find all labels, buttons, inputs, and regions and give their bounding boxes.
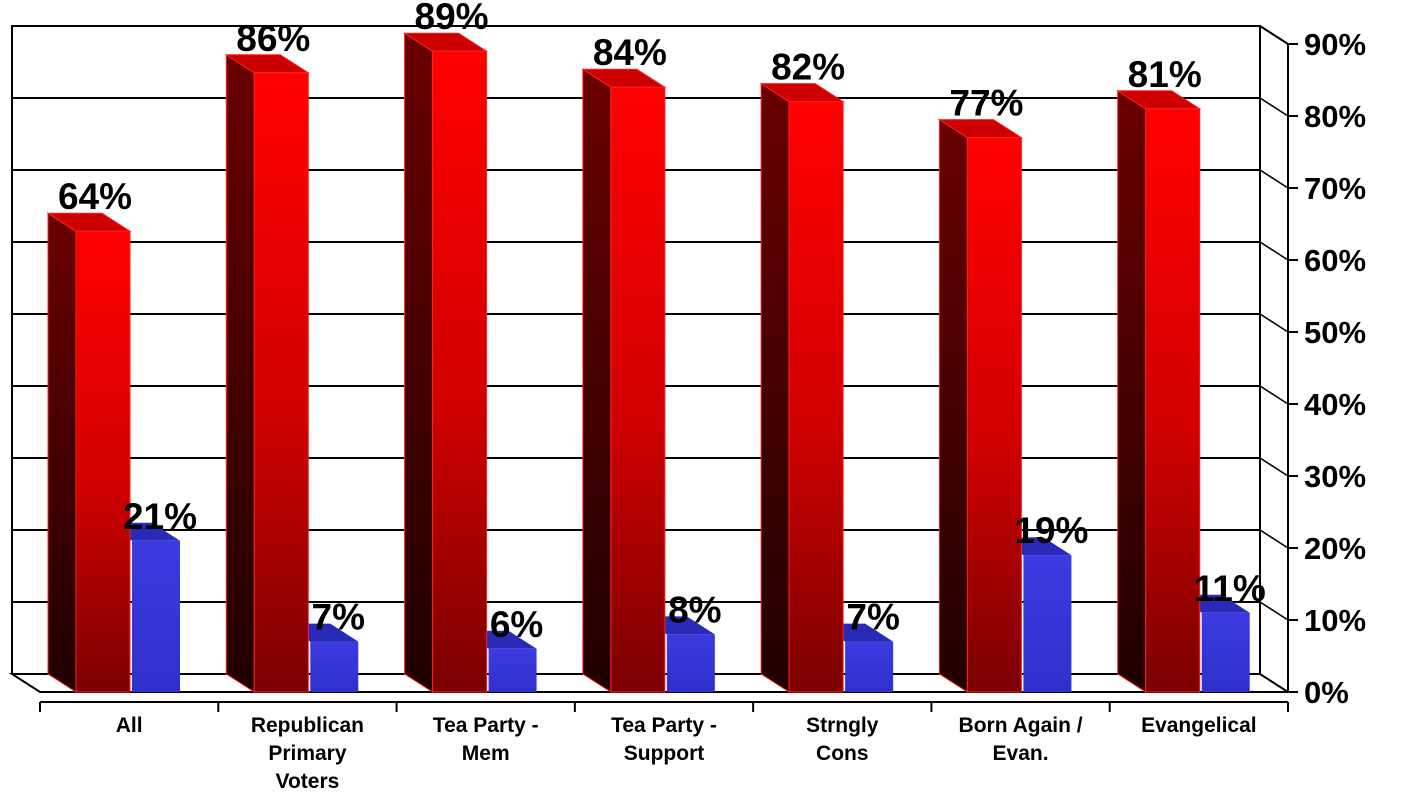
- value-label-series-2: 11%: [1194, 568, 1266, 609]
- bar-series-1: [402, 32, 489, 693]
- value-label-series-2: 8%: [668, 589, 721, 630]
- bar-series-1-side: [938, 118, 968, 693]
- bar-series-2: [995, 537, 1072, 692]
- value-label-series-1: 82%: [771, 47, 845, 88]
- value-labels: 64% 21% 86% 7% 89% 6% 84% 8% 82% 7% 77% 19% 81% 11%: [58, 0, 1266, 645]
- bar-series-1-side: [1117, 89, 1147, 693]
- y-tick-label: 90%: [1304, 27, 1366, 62]
- bar-series-1-side: [760, 82, 790, 693]
- bars: [46, 32, 1250, 693]
- value-label-series-1: 77%: [949, 83, 1023, 124]
- gridline-depth: [1259, 241, 1289, 261]
- value-label-series-2: 19%: [1014, 510, 1088, 551]
- bar-series-1-front: [788, 101, 844, 693]
- bar-series-2: [104, 522, 180, 692]
- bar-series-1-front: [610, 86, 666, 693]
- y-tick-label: 30%: [1304, 459, 1366, 494]
- axes: 0% 10% 20% 30% 40% 50% 60% 70% 80% 90% All Republic…: [39, 25, 1366, 793]
- y-tick-label: 20%: [1304, 531, 1366, 566]
- value-label-series-1: 84%: [593, 32, 667, 73]
- y-tick-label: 0%: [1304, 675, 1349, 710]
- bar-series-1-front: [966, 137, 1022, 693]
- bar-series-2: [1173, 594, 1250, 692]
- gridline-depth: [1259, 673, 1289, 693]
- y-tick-label: 80%: [1304, 99, 1366, 134]
- y-tick-label: 60%: [1304, 243, 1366, 278]
- category-label: Strngly Cons: [806, 714, 879, 765]
- value-label-series-1: 64%: [58, 176, 132, 217]
- bar-series-1-front: [432, 50, 488, 693]
- gridline-depth: [1259, 601, 1289, 621]
- bar-series-1: [224, 53, 310, 693]
- bar-series-2: [282, 623, 359, 692]
- bar-series-1-side: [47, 212, 77, 693]
- bar-series-2-front: [1023, 555, 1072, 692]
- value-label-series-1: 86%: [236, 18, 310, 59]
- value-label-series-1: 81%: [1128, 54, 1202, 95]
- bar-series-1: [46, 212, 132, 693]
- gridline-depth: [1259, 385, 1289, 405]
- category-label: Tea Party -Support: [611, 714, 717, 765]
- gridline-depth: [1259, 97, 1289, 117]
- bar-series-2-front: [488, 648, 537, 692]
- category-label: Evangelical: [1141, 714, 1257, 737]
- bar-series-1: [1116, 89, 1202, 693]
- value-label-series-2: 7%: [312, 597, 365, 638]
- gridline-depth: [1259, 529, 1289, 549]
- bar-series-2-front: [310, 641, 359, 692]
- value-label-series-2: 21%: [123, 496, 197, 537]
- y-tick-label: 10%: [1304, 603, 1366, 638]
- value-label-series-1: 89%: [415, 0, 489, 37]
- value-label-series-2: 6%: [490, 604, 543, 645]
- bar-series-2-front: [1201, 612, 1250, 692]
- y-tick-label: 40%: [1304, 387, 1366, 422]
- gridline-depth: [1259, 313, 1289, 333]
- y-tick-label: 70%: [1304, 171, 1366, 206]
- category-label: Republican Primary Voters: [251, 714, 364, 791]
- bar-series-2-front: [666, 634, 715, 692]
- bar-series-1-front: [75, 230, 131, 693]
- bar-series-1-side: [404, 32, 434, 693]
- y-axis-top: [1259, 25, 1289, 45]
- bar-series-1: [937, 118, 1024, 693]
- gridline-depth: [1259, 457, 1289, 477]
- category-label: All: [116, 714, 143, 737]
- bar-series-1-side: [582, 68, 612, 693]
- value-label-series-2: 7%: [846, 597, 899, 638]
- y-tick-label: 50%: [1304, 315, 1366, 350]
- bar-series-1: [759, 82, 845, 693]
- bar-series-2-front: [132, 540, 180, 692]
- bar-series-1: [581, 68, 667, 693]
- bar-series-1-side: [225, 53, 255, 693]
- gridline-depth: [1259, 169, 1289, 189]
- category-label: Tea Party -Mem: [433, 714, 539, 765]
- category-label: Born Again / Evan.: [959, 714, 1083, 765]
- bar-series-1-front: [253, 72, 309, 693]
- bar-series-2-front: [845, 641, 894, 692]
- bar-series-1-front: [1145, 108, 1201, 693]
